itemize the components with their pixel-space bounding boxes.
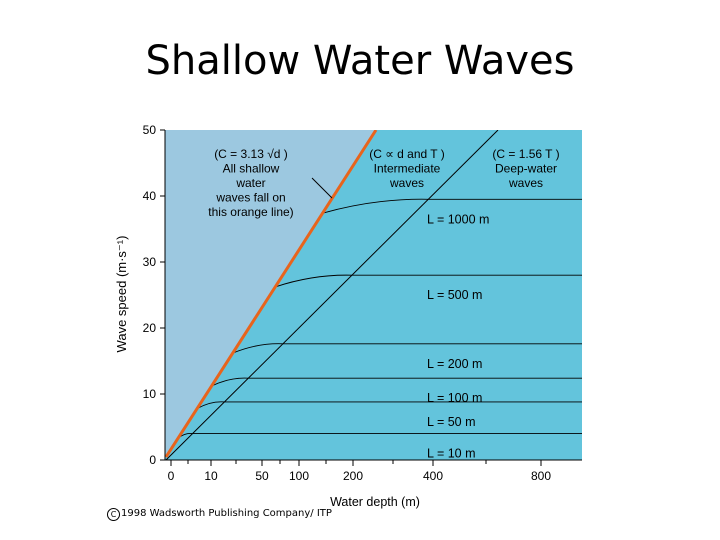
wavelength-label: L = 50 m — [427, 415, 476, 429]
plot-frame — [164, 130, 582, 461]
annotation-line: Intermediate — [374, 162, 441, 176]
x-tick-label: 10 — [204, 469, 218, 483]
annotation-line: (C = 3.13 √d ) — [214, 147, 288, 161]
deep-water-limit-line — [165, 130, 499, 460]
x-axis: 0 10 50 100 200 400 800 — [168, 460, 551, 483]
wavelength-label: L = 500 m — [427, 288, 482, 302]
shallow-water-line — [165, 130, 378, 458]
y-axis: 0 10 20 30 40 50 — [143, 123, 165, 467]
x-tick-label: 200 — [343, 469, 363, 483]
annotation-line: waves fall on — [215, 191, 285, 205]
shallow-region — [165, 130, 582, 460]
x-tick-label: 100 — [289, 469, 309, 483]
annotation-pointer — [311, 177, 333, 199]
y-tick-label: 10 — [143, 387, 157, 401]
wavelength-label: L = 1000 m — [427, 212, 489, 226]
x-tick-label: 50 — [255, 469, 269, 483]
x-tick-label: 800 — [531, 469, 551, 483]
annotation-line: waves — [508, 176, 543, 190]
y-tick-label: 20 — [143, 321, 157, 335]
annotation-line: water — [235, 176, 265, 190]
x-tick-label: 0 — [168, 469, 175, 483]
wavelength-label: L = 200 m — [427, 357, 482, 371]
annotation-line: (C = 1.56 T ) — [492, 147, 559, 161]
y-tick-label: 0 — [149, 453, 156, 467]
annotation-line: waves — [389, 176, 424, 190]
x-axis-label: Water depth (m) — [330, 495, 420, 509]
wavelength-label: L = 100 m — [427, 391, 482, 405]
copyright-symbol: C — [107, 508, 120, 521]
y-axis-label: Wave speed (m·s⁻¹) — [114, 236, 129, 353]
wavelength-label: L = 10 m — [427, 447, 476, 461]
plot-area — [164, 130, 582, 461]
annotation-line: (C ∝ d and T ) — [369, 147, 445, 161]
copyright-text: 1998 Wadsworth Publishing Company/ ITP — [121, 508, 332, 519]
wavelength-curve — [322, 198, 582, 214]
y-tick-label: 50 — [143, 123, 157, 137]
copyright-notice: C 1998 Wadsworth Publishing Company/ ITP — [107, 508, 332, 521]
y-tick-label: 30 — [143, 255, 157, 269]
annotation-line: this orange line) — [208, 205, 293, 219]
slide-title: Shallow Water Waves — [145, 38, 575, 84]
y-tick-label: 40 — [143, 189, 157, 203]
x-tick-label: 400 — [423, 469, 443, 483]
annotation-line: All shallow — [223, 162, 280, 176]
annotation-line: Deep-water — [495, 162, 557, 176]
